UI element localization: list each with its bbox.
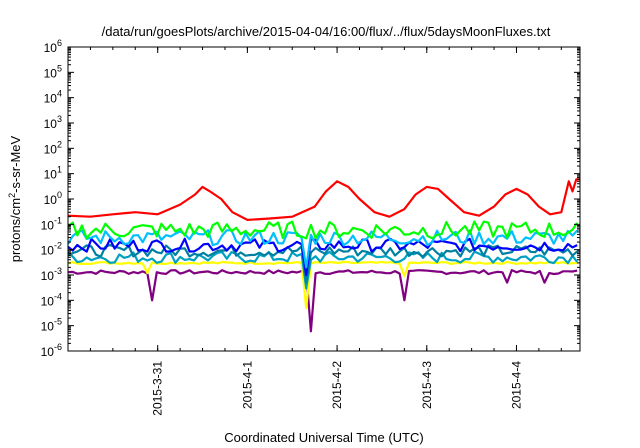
x-tick-label: 2015-4-4: [509, 361, 523, 409]
series-layer: [67, 178, 580, 333]
y-tick-label: 106: [44, 38, 62, 55]
y-tick-label: 10-4: [41, 291, 62, 308]
series-line: [67, 220, 579, 240]
y-axis: 10-6 10-5 10-4 10-3 10-2 10-1 100 101 102 103 104 1…: [41, 38, 580, 359]
y-tick-label: 101: [44, 165, 62, 182]
y-tick-label: 10-5: [41, 317, 62, 334]
y-axis-label-sup: 2: [7, 193, 17, 198]
series-line: [67, 178, 580, 221]
series-line: [67, 250, 579, 290]
y-tick-label: 10-3: [41, 266, 62, 283]
y-tick-label: 10-6: [41, 342, 62, 359]
y-tick-label: 104: [44, 89, 62, 106]
y-axis-label: protons/cm2-s-sr-MeV: [7, 135, 23, 262]
y-tick-label: 10-1: [41, 215, 62, 232]
x-axis-label: Coordinated Universal Time (UTC): [224, 430, 423, 445]
x-axis: 2015-3-31 2015-4-1 2015-4-2 2015-4-3 2015-4-…: [89, 47, 562, 416]
y-axis-label-main: protons/cm: [8, 198, 23, 262]
series-line: [67, 237, 578, 277]
series-line: [67, 229, 579, 269]
chart-title: /data/run/goesPlots/archive/2015-04-04/1…: [102, 24, 551, 39]
y-axis-label-rest: -s-sr-MeV: [8, 135, 23, 192]
series-line: [67, 260, 578, 310]
x-tick-label: 2015-4-2: [330, 361, 344, 409]
y-tick-label: 100: [44, 190, 62, 207]
x-tick-label: 2015-3-31: [151, 361, 165, 416]
y-tick-label: 105: [44, 63, 62, 80]
plot-frame: [67, 46, 581, 352]
y-tick-label: 10-2: [41, 241, 62, 258]
series-line: [67, 243, 578, 284]
x-tick-label: 2015-4-1: [240, 361, 254, 409]
x-tick-label: 2015-4-3: [420, 361, 434, 409]
y-tick-label: 103: [44, 114, 62, 131]
y-tick-label: 102: [44, 139, 62, 156]
series-line: [67, 269, 578, 333]
